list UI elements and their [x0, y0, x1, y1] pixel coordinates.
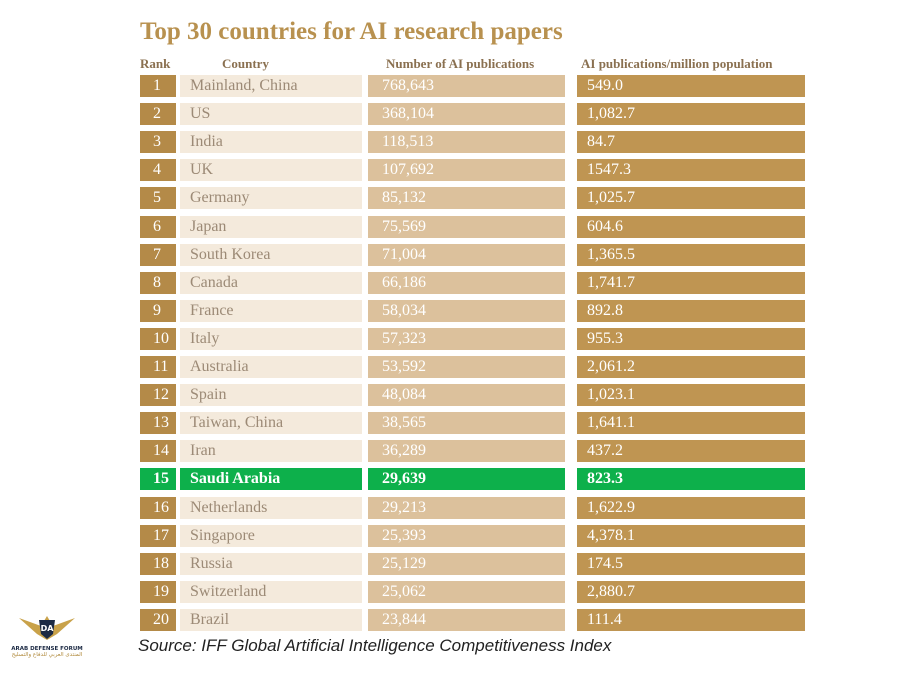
rank-cell: 7 — [140, 243, 176, 266]
logo-arabic: المنتدى العربي للدفاع والتسليح — [11, 652, 83, 658]
per-million-cell: 4,378.1 — [577, 524, 805, 547]
publications-cell: 25,062 — [368, 580, 565, 603]
country-cell: Brazil — [180, 608, 362, 631]
country-cell: Japan — [180, 215, 362, 238]
publications-cell: 53,592 — [368, 356, 565, 378]
logo: DA ARAB DEFENSE FORUM المنتدى العربي للد… — [4, 612, 90, 658]
rank-cell: 19 — [140, 580, 176, 603]
country-cell: Canada — [180, 271, 362, 294]
publications-cell: 58,034 — [368, 299, 565, 322]
country-cell: Australia — [180, 356, 362, 378]
publications-cell: 768,643 — [368, 75, 565, 97]
country-cell: South Korea — [180, 243, 362, 266]
country-cell: Spain — [180, 384, 362, 407]
rank-cell: 11 — [140, 356, 176, 378]
logo-name: ARAB DEFENSE FORUM — [11, 646, 83, 652]
publications-cell: 66,186 — [368, 271, 565, 294]
logo-mark: DA — [41, 624, 55, 633]
per-million-cell: 1,622.9 — [577, 496, 805, 519]
per-million-cell: 604.6 — [577, 215, 805, 238]
country-cell: India — [180, 131, 362, 154]
publications-cell: 107,692 — [368, 159, 565, 182]
country-cell: Saudi Arabia — [180, 468, 362, 491]
per-million-cell: 111.4 — [577, 608, 805, 631]
publications-cell: 23,844 — [368, 608, 565, 631]
rank-cell: 20 — [140, 608, 176, 631]
rank-cell: 16 — [140, 496, 176, 519]
column-header: AI publications/million population — [581, 56, 773, 71]
rank-cell: 13 — [140, 412, 176, 435]
per-million-cell: 1,365.5 — [577, 243, 805, 266]
per-million-cell: 1,641.1 — [577, 412, 805, 435]
rank-cell: 6 — [140, 215, 176, 238]
publications-cell: 25,129 — [368, 552, 565, 575]
rank-cell: 14 — [140, 440, 176, 463]
country-cell: Taiwan, China — [180, 412, 362, 435]
rank-cell: 5 — [140, 187, 176, 210]
country-cell: Iran — [180, 440, 362, 463]
rank-cell: 15 — [140, 468, 176, 491]
country-cell: Switzerland — [180, 580, 362, 603]
publications-cell: 75,569 — [368, 215, 565, 238]
publications-cell: 36,289 — [368, 440, 565, 463]
publications-cell: 48,084 — [368, 384, 565, 407]
column-header: Rank — [140, 56, 171, 71]
rank-cell: 9 — [140, 299, 176, 322]
per-million-cell: 549.0 — [577, 75, 805, 97]
publications-cell: 118,513 — [368, 131, 565, 154]
publications-cell: 38,565 — [368, 412, 565, 435]
country-cell: Netherlands — [180, 496, 362, 519]
publications-cell: 57,323 — [368, 327, 565, 350]
publications-cell: 71,004 — [368, 243, 565, 266]
logo-emblem: DA — [19, 616, 75, 640]
country-cell: US — [180, 103, 362, 126]
per-million-cell: 1,023.1 — [577, 384, 805, 407]
publications-cell: 25,393 — [368, 524, 565, 547]
publications-cell: 29,639 — [368, 468, 565, 491]
country-cell: Mainland, China — [180, 75, 362, 97]
rank-cell: 10 — [140, 327, 176, 350]
publications-cell: 368,104 — [368, 103, 565, 126]
per-million-cell: 1,025.7 — [577, 187, 805, 210]
title: Top 30 countries for AI research papers — [140, 18, 563, 45]
country-cell: Germany — [180, 187, 362, 210]
rank-cell: 2 — [140, 103, 176, 126]
country-cell: UK — [180, 159, 362, 182]
country-cell: Singapore — [180, 524, 362, 547]
source: Source: IFF Global Artificial Intelligen… — [138, 636, 612, 655]
rank-cell: 17 — [140, 524, 176, 547]
rank-cell: 12 — [140, 384, 176, 407]
rank-cell: 1 — [140, 75, 176, 97]
rank-cell: 3 — [140, 131, 176, 154]
per-million-cell: 1547.3 — [577, 159, 805, 182]
column-header: Country — [222, 56, 269, 71]
per-million-cell: 823.3 — [577, 468, 805, 491]
per-million-cell: 174.5 — [577, 552, 805, 575]
per-million-cell: 437.2 — [577, 440, 805, 463]
per-million-cell: 892.8 — [577, 299, 805, 322]
country-cell: France — [180, 299, 362, 322]
rank-cell: 4 — [140, 159, 176, 182]
per-million-cell: 84.7 — [577, 131, 805, 154]
publications-cell: 85,132 — [368, 187, 565, 210]
per-million-cell: 955.3 — [577, 327, 805, 350]
per-million-cell: 1,741.7 — [577, 271, 805, 294]
column-header: Number of AI publications — [386, 56, 535, 71]
publications-cell: 29,213 — [368, 496, 565, 519]
rank-cell: 18 — [140, 552, 176, 575]
per-million-cell: 2,061.2 — [577, 356, 805, 378]
country-cell: Russia — [180, 552, 362, 575]
per-million-cell: 2,880.7 — [577, 580, 805, 603]
rank-cell: 8 — [140, 271, 176, 294]
country-cell: Italy — [180, 327, 362, 350]
per-million-cell: 1,082.7 — [577, 103, 805, 126]
